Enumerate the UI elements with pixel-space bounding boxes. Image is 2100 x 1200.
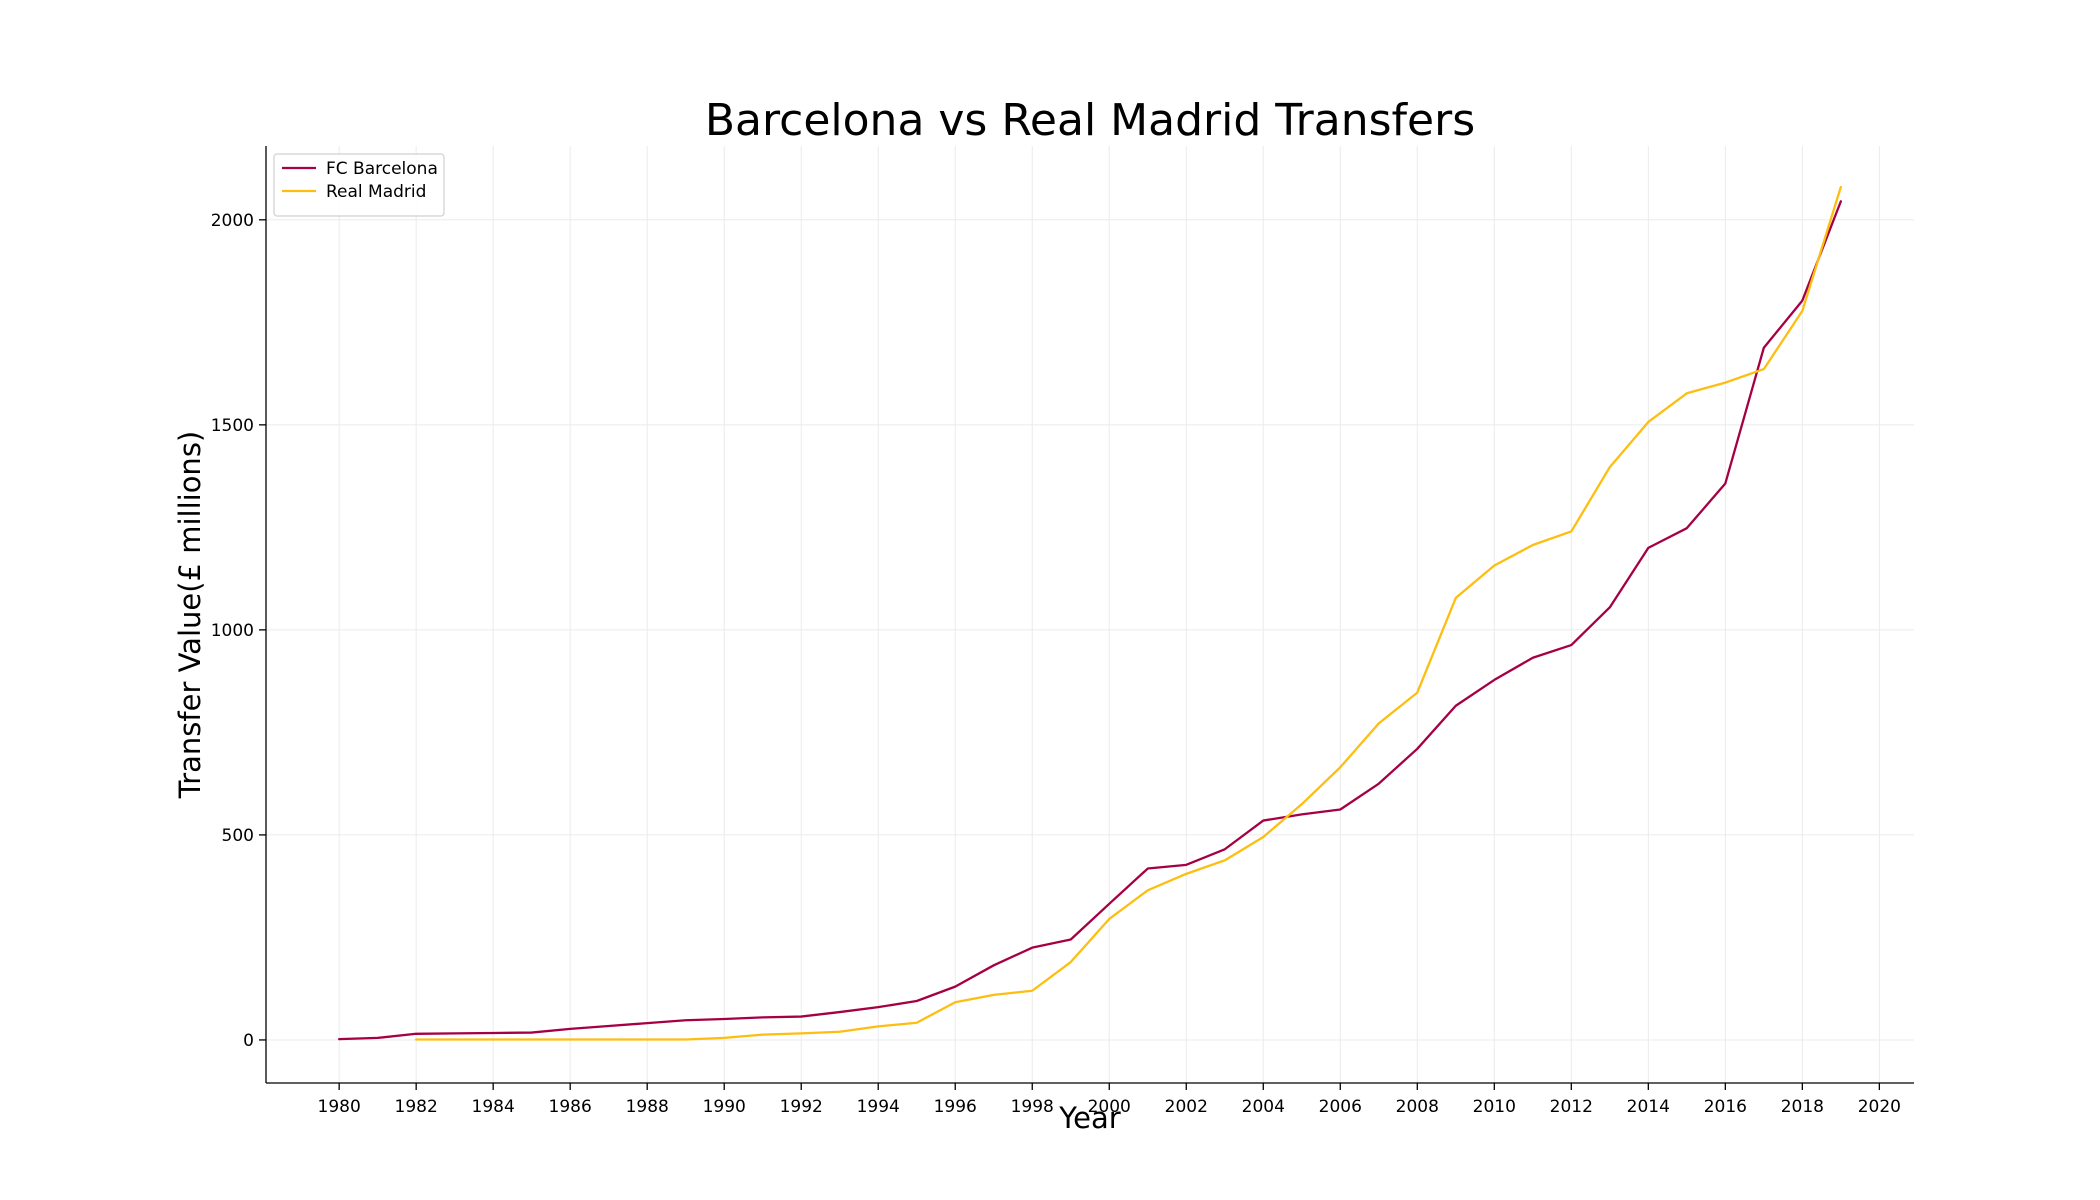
x-tick-label: 1988 <box>626 1097 669 1117</box>
x-tick-label: 2006 <box>1319 1097 1362 1117</box>
x-tick-label: 1994 <box>857 1097 900 1117</box>
x-tick-label: 1990 <box>703 1097 746 1117</box>
y-tick-label: 1000 <box>211 621 254 641</box>
x-tick-label: 1984 <box>472 1097 515 1117</box>
legend-label: Real Madrid <box>326 182 426 202</box>
x-tick-label: 2014 <box>1627 1097 1670 1117</box>
legend: FC Barcelona Real Madrid <box>273 153 445 217</box>
x-ticks: 1980 1982 1984 1986 1988 1990 1992 1994 1996 1998… <box>318 1083 1901 1117</box>
x-tick-label: 1982 <box>395 1097 438 1117</box>
x-tick-label: 2008 <box>1396 1097 1439 1117</box>
series-line-1 <box>338 200 1842 1041</box>
x-tick-label: 1986 <box>549 1097 592 1117</box>
y-tick-label: 500 <box>222 826 254 846</box>
x-tick-label: 2002 <box>1165 1097 1208 1117</box>
axes <box>265 146 1914 1084</box>
series-lines <box>338 185 1842 1041</box>
x-tick-label: 1998 <box>1011 1097 1054 1117</box>
legend-box <box>273 153 445 217</box>
x-tick-label: 1980 <box>318 1097 361 1117</box>
x-tick-label: 2010 <box>1473 1097 1516 1117</box>
x-axis-title: Year <box>1058 1101 1120 1135</box>
x-tick-label: 1996 <box>934 1097 977 1117</box>
y-axis-title: Transfer Value(£ millions) <box>173 431 207 799</box>
grid <box>266 146 1914 1083</box>
y-tick-label: 1500 <box>211 416 254 436</box>
x-tick-label: 2012 <box>1550 1097 1593 1117</box>
y-tick-label: 2000 <box>211 211 254 231</box>
x-tick-label: 2016 <box>1704 1097 1747 1117</box>
series-line-2 <box>415 185 1842 1041</box>
y-ticks: 0 500 1000 1500 2000 <box>211 211 266 1051</box>
legend-items: FC Barcelona Real Madrid <box>282 159 438 202</box>
x-tick-label: 2018 <box>1781 1097 1824 1117</box>
x-tick-label: 2000 <box>1088 1097 1131 1117</box>
x-tick-label: 1992 <box>780 1097 823 1117</box>
x-tick-label: 2020 <box>1858 1097 1901 1117</box>
legend-label: FC Barcelona <box>326 159 438 179</box>
chart-title: Barcelona vs Real Madrid Transfers <box>705 95 1475 146</box>
x-tick-label: 2004 <box>1242 1097 1285 1117</box>
y-tick-label: 0 <box>243 1031 254 1051</box>
